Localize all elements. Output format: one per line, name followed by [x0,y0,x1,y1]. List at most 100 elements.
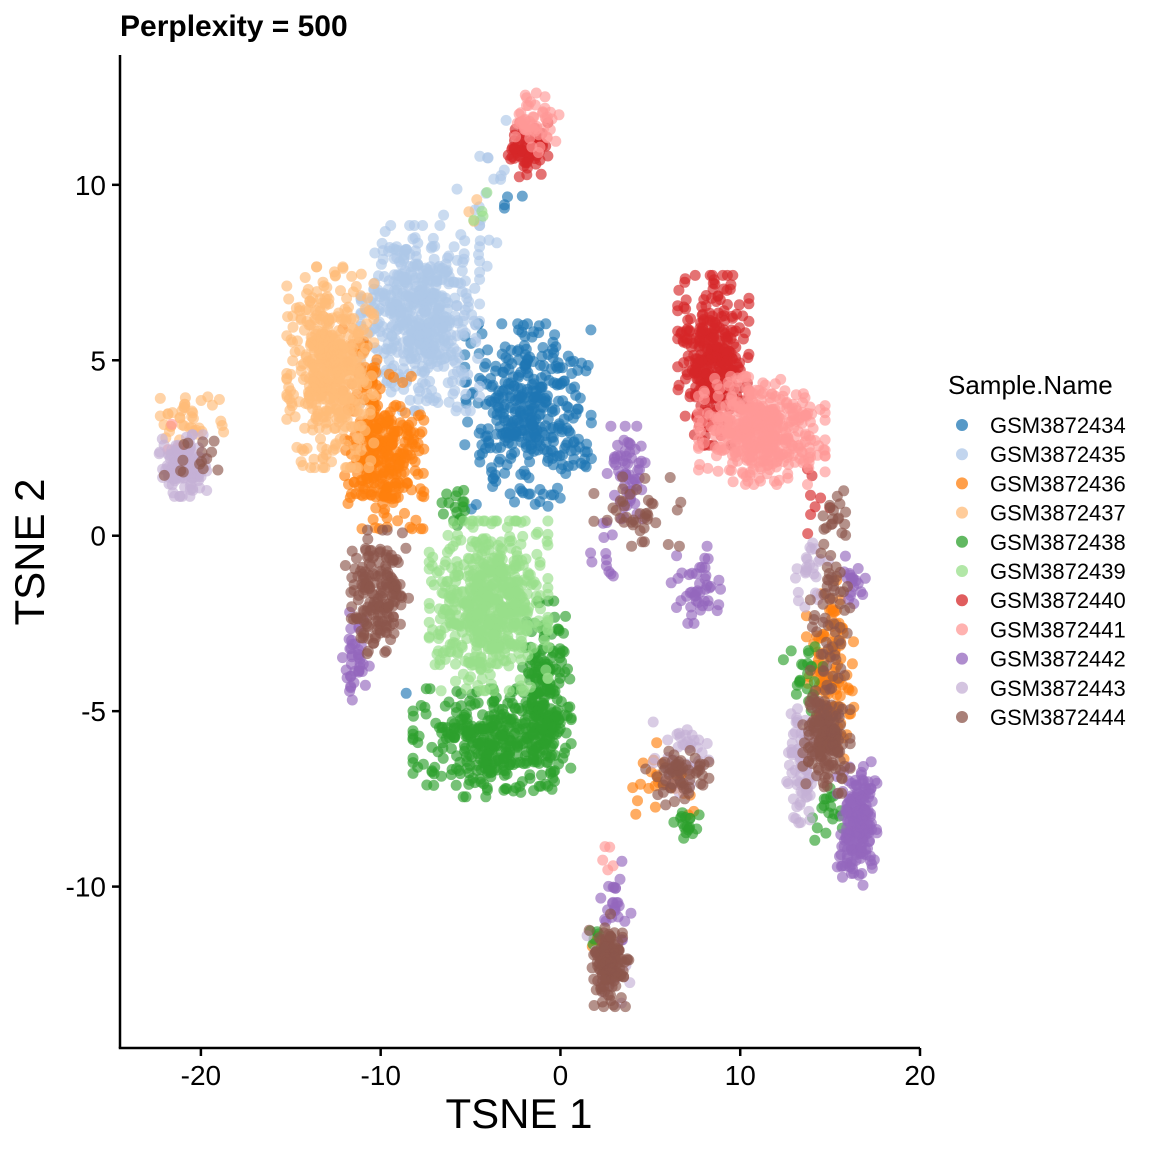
data-point [488,173,500,185]
data-point [676,807,688,819]
data-point [730,397,742,409]
data-point [694,328,706,340]
data-point [407,767,419,779]
data-point [355,290,367,302]
data-point [519,113,531,125]
data-point [465,570,476,581]
data-point [472,738,484,750]
data-point [474,266,486,278]
data-point [301,315,313,327]
data-point [337,262,349,274]
data-point [382,327,393,339]
data-point [459,742,471,754]
data-point [480,539,492,551]
data-point [528,729,540,741]
data-point [530,590,542,602]
data-point [727,269,739,281]
data-point [365,455,377,467]
data-point [553,418,565,430]
data-point [509,496,520,508]
data-point [426,741,438,753]
data-point [714,294,726,306]
data-point [490,360,502,372]
data-point [651,737,663,749]
data-point [456,265,468,277]
data-point [327,312,339,324]
data-point [339,560,351,571]
data-point [545,431,557,443]
data-point [505,421,517,433]
data-point [819,400,831,412]
data-point [485,678,497,690]
data-point [283,293,295,305]
data-point [287,355,299,367]
data-point [474,685,486,697]
data-point [534,440,546,452]
data-point [387,468,399,480]
data-point [559,442,571,454]
data-point [474,298,486,310]
data-point [483,437,495,449]
data-point [504,488,516,500]
data-point [622,458,634,470]
data-point [434,348,446,360]
data-point [174,490,186,502]
data-point [482,152,494,164]
data-point [505,565,516,577]
data-point [530,528,542,540]
data-point [442,575,454,587]
data-point [553,677,565,689]
data-point [512,575,523,586]
data-point [738,415,750,427]
data-point [398,254,410,266]
data-point [421,263,433,275]
data-point [708,332,720,344]
data-point [390,477,401,489]
data-point [427,551,439,563]
data-point [671,602,682,613]
data-point [673,379,685,391]
data-point [793,817,805,829]
data-point [385,634,397,646]
data-point [857,879,869,891]
data-point [438,587,449,599]
data-point [713,599,725,611]
data-point [692,357,704,368]
data-point [804,814,816,826]
data-point [771,433,782,445]
data-point [404,220,416,231]
data-point [301,442,313,454]
data-point [649,801,661,813]
data-point [627,782,639,794]
data-point [407,752,419,764]
data-point [405,370,417,382]
data-point [769,403,781,415]
data-point [603,566,615,577]
data-point [350,377,362,389]
data-point [709,372,721,384]
data-point [283,393,295,405]
data-point [469,282,481,294]
data-point [285,368,297,380]
data-point [693,440,704,452]
data-point [464,760,476,771]
data-point [479,361,491,373]
data-point [543,374,555,386]
data-point [314,314,326,325]
data-point [478,723,490,735]
data-point [755,394,767,406]
data-point [392,515,404,527]
data-point [353,433,365,445]
data-point [412,237,424,249]
data-point [333,325,344,337]
data-point [452,570,464,581]
data-point [467,521,479,533]
data-point [859,572,871,584]
data-point [631,420,643,432]
data-point [557,645,569,657]
data-point [444,732,456,744]
data-point [553,758,565,770]
data-point [435,291,447,303]
data-point [553,395,564,407]
